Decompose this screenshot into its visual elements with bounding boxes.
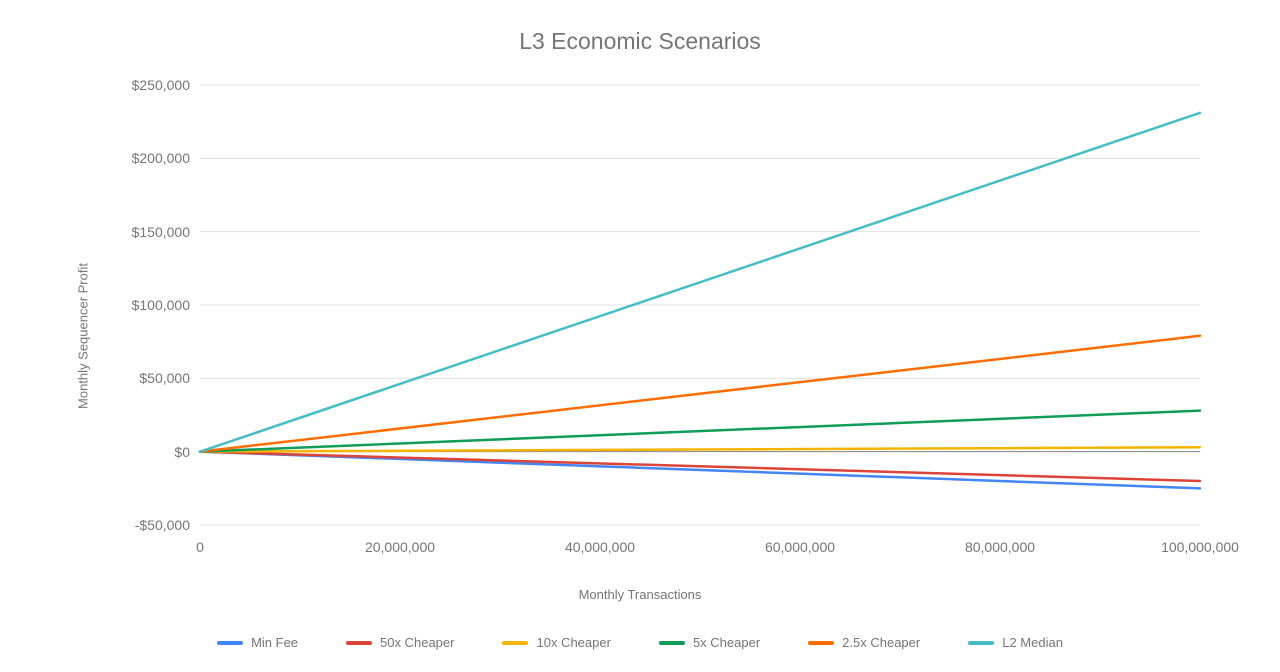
series-line: [200, 113, 1200, 452]
legend-swatch: [968, 641, 994, 645]
legend-item: 10x Cheaper: [502, 635, 610, 650]
series-lines: [200, 113, 1200, 488]
legend-item: L2 Median: [968, 635, 1063, 650]
legend: Min Fee 50x Cheaper 10x Cheaper 5x Cheaper 2…: [0, 635, 1280, 650]
legend-swatch: [217, 641, 243, 645]
y-tick-label: $200,000: [132, 150, 190, 166]
y-tick-label: $250,000: [132, 77, 190, 93]
x-tick-label: 40,000,000: [565, 539, 635, 555]
series-line: [200, 411, 1200, 452]
x-tick-label: 80,000,000: [965, 539, 1035, 555]
chart-container: L3 Economic Scenarios Monthly Sequencer …: [0, 0, 1280, 672]
x-tick-label: 100,000,000: [1161, 539, 1239, 555]
series-line: [200, 336, 1200, 452]
x-tick-label: 20,000,000: [365, 539, 435, 555]
x-tick-label: 60,000,000: [765, 539, 835, 555]
legend-label: 10x Cheaper: [536, 635, 610, 650]
legend-label: 50x Cheaper: [380, 635, 454, 650]
y-tick-label: $100,000: [132, 297, 190, 313]
y-tick-label: $50,000: [139, 370, 190, 386]
legend-swatch: [659, 641, 685, 645]
legend-label: Min Fee: [251, 635, 298, 650]
legend-item: 50x Cheaper: [346, 635, 454, 650]
plot-area: [200, 85, 1200, 525]
legend-swatch: [808, 641, 834, 645]
series-line: [200, 452, 1200, 481]
plot-svg: [200, 85, 1200, 525]
y-axis-label: Monthly Sequencer Profit: [75, 263, 90, 409]
gridlines: [200, 85, 1200, 525]
x-tick-label: 0: [196, 539, 204, 555]
legend-label: L2 Median: [1002, 635, 1063, 650]
y-tick-label: -$50,000: [135, 517, 190, 533]
legend-item: 5x Cheaper: [659, 635, 760, 650]
legend-label: 2.5x Cheaper: [842, 635, 920, 650]
legend-item: Min Fee: [217, 635, 298, 650]
x-axis-label: Monthly Transactions: [0, 587, 1280, 602]
y-tick-label: $0: [174, 444, 190, 460]
legend-swatch: [346, 641, 372, 645]
legend-swatch: [502, 641, 528, 645]
legend-item: 2.5x Cheaper: [808, 635, 920, 650]
chart-title: L3 Economic Scenarios: [0, 28, 1280, 55]
series-line: [200, 447, 1200, 451]
legend-label: 5x Cheaper: [693, 635, 760, 650]
y-tick-label: $150,000: [132, 224, 190, 240]
